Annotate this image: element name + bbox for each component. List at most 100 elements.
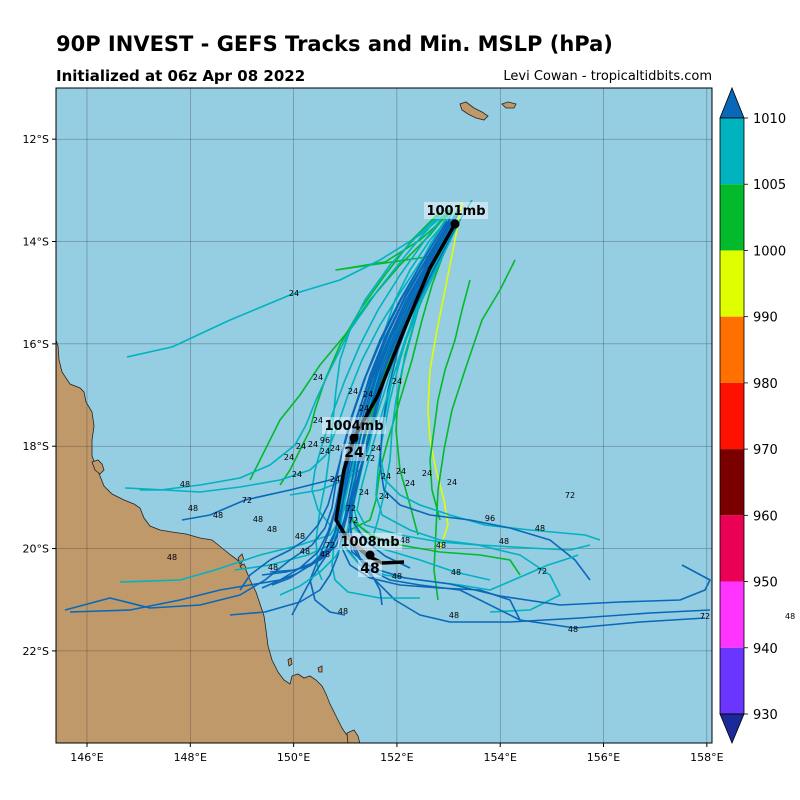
colorbar-segment	[720, 382, 744, 450]
ensemble-member-tracks	[64, 199, 711, 629]
member-hour-label: 48	[449, 611, 459, 620]
lon-tick-label: 146°E	[70, 751, 103, 764]
colorbar-tick-label: 950	[753, 576, 778, 591]
member-hour-label: 24	[330, 475, 340, 484]
lat-tick-label: 20°S	[23, 543, 49, 556]
mean-track-point-0h	[450, 219, 460, 229]
member-hour-label: 48	[167, 553, 177, 562]
member-hour-label: 48	[535, 524, 545, 533]
colorbar-tick-label: 940	[753, 642, 778, 657]
colorbar-segment	[720, 581, 744, 648]
mslp-colorbar: 1010 1005 1000 990 980 970 960 950 940 930	[719, 86, 786, 745]
credit-label: Levi Cowan - tropicaltidbits.com	[503, 69, 712, 84]
member-hour-label: 72	[346, 504, 356, 513]
member-hour-label: 48	[451, 568, 461, 577]
colorbar-tick-label: 1000	[753, 244, 786, 259]
lat-tick-label: 14°S	[23, 236, 49, 249]
member-hour-label: 24	[379, 492, 389, 501]
member-hour-label: 72	[242, 496, 252, 505]
member-hour-label: 24	[359, 404, 369, 413]
colorbar-segment	[720, 118, 744, 185]
member-track	[311, 209, 449, 526]
colorbar-segment	[720, 250, 744, 317]
member-hour-label: 24	[348, 387, 358, 396]
member-hour-label: 48	[568, 625, 578, 634]
island-small-5	[317, 665, 323, 673]
member-track	[249, 209, 451, 481]
member-track	[347, 225, 711, 606]
member-hour-label: 96	[485, 514, 495, 523]
colorbar-segment	[720, 647, 744, 714]
island-small-4	[287, 657, 293, 667]
colorbar-top-arrow	[719, 86, 745, 119]
ensemble-mean-track: 1001mb 1004mb 24 1008mb 48	[322, 202, 488, 577]
member-hour-label: 24	[447, 478, 457, 487]
island-louisiade	[459, 101, 489, 121]
hour-label-24h: 24	[342, 444, 366, 461]
lat-tick-label: 18°S	[23, 440, 49, 453]
member-hour-label: 48	[436, 541, 446, 550]
member-track	[427, 201, 463, 549]
member-track	[124, 219, 446, 493]
member-hour-label: 24	[405, 479, 415, 488]
member-hour-label: 48	[499, 537, 509, 546]
colorbar-tick-label: 970	[753, 443, 778, 458]
map-frame	[55, 87, 713, 744]
colorbar-tick-label: 980	[753, 377, 778, 392]
member-hour-label: 24	[422, 469, 432, 478]
initialization-subtitle: Initialized at 06z Apr 08 2022	[56, 67, 306, 85]
member-hour-label: 48	[213, 511, 223, 520]
member-hour-label: 24	[284, 453, 294, 462]
colorbar-edge-label: 48	[785, 612, 795, 621]
mslp-label-24h: 1004mb	[322, 417, 386, 434]
member-hour-label: 72	[365, 454, 375, 463]
island-small-1	[91, 459, 105, 475]
member-hour-label: 48	[392, 572, 402, 581]
lon-tick-label: 152°E	[380, 751, 413, 764]
lon-tick-label: 156°E	[587, 751, 620, 764]
member-hour-label: 72	[348, 516, 358, 525]
mean-track-point-24h	[349, 433, 359, 443]
svg-text:1004mb: 1004mb	[324, 419, 383, 434]
island-small-6	[346, 729, 361, 743]
mslp-label-48h: 1008mb	[338, 533, 402, 550]
colorbar-tick-label: 930	[753, 708, 778, 723]
member-hour-label: 48	[295, 532, 305, 541]
member-hour-label: 24	[392, 377, 402, 386]
australia-coast	[56, 339, 356, 743]
member-hour-label: 48	[400, 536, 410, 545]
member-hour-label: 24	[320, 447, 330, 456]
lon-tick-label: 150°E	[277, 751, 310, 764]
colorbar-segment	[720, 316, 744, 383]
member-hour-label: 24	[313, 416, 323, 425]
member-hour-label: 24	[381, 472, 391, 481]
member-track	[349, 215, 456, 606]
lat-lon-gridlines	[56, 88, 712, 743]
member-track	[64, 223, 446, 611]
member-hour-label: 48	[320, 550, 330, 559]
hour-label-48h: 48	[358, 560, 382, 577]
member-hour-label: 24	[313, 373, 323, 382]
land-masses	[56, 101, 517, 743]
mean-track-point-48h	[365, 550, 375, 560]
member-hour-label: 48	[267, 525, 277, 534]
member-hour-label: 24	[359, 488, 369, 497]
member-track	[315, 209, 446, 581]
member-hour-label: 24	[289, 289, 299, 298]
lon-tick-label: 154°E	[483, 751, 516, 764]
member-hour-label: 24	[308, 440, 318, 449]
member-hour-label: 48	[268, 563, 278, 572]
member-track	[349, 219, 459, 531]
colorbar-tick-label: 1005	[753, 178, 786, 193]
member-track	[140, 214, 441, 491]
member-track	[261, 218, 451, 589]
svg-text:48: 48	[360, 561, 379, 577]
mean-track-tail	[344, 534, 370, 558]
island-rossel	[501, 101, 517, 109]
svg-text:1008mb: 1008mb	[340, 535, 399, 550]
member-hour-label: 24	[396, 467, 406, 476]
chart-title: 90P INVEST - GEFS Tracks and Min. MSLP (…	[56, 32, 613, 56]
member-track	[269, 218, 455, 573]
